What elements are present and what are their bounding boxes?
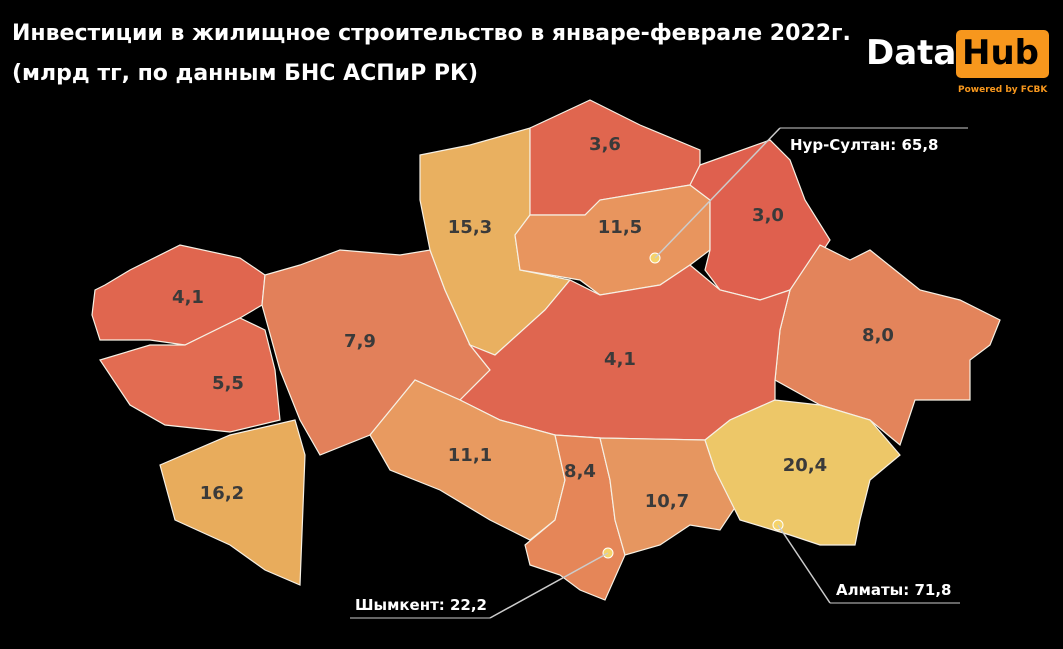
region — [99, 317, 281, 433]
callouts: Нур-Султан: 65,8 Шымкент: 22,2 Алматы: 7… — [350, 127, 968, 619]
region-label: 11,1 — [448, 445, 492, 466]
region — [159, 419, 306, 586]
callout-line — [489, 552, 609, 619]
region-label: 10,7 — [645, 491, 689, 512]
region-label: 3,6 — [589, 134, 621, 155]
region-label: 7,9 — [344, 331, 376, 352]
subtitle: (млрд тг, по данным БНС АСПиР РК) — [12, 61, 478, 86]
logo-powered: Powered by FCBK — [958, 85, 1048, 95]
city-label: Нур-Султан: 65,8 — [790, 136, 938, 154]
callout-line — [777, 524, 831, 604]
region-labels: 4,1 5,5 16,2 7,9 15,3 3,6 11,5 3,0 8,0 4… — [172, 134, 894, 512]
callout-line — [654, 127, 781, 259]
region — [704, 399, 901, 546]
region-label: 4,1 — [172, 287, 204, 308]
city-label: Алматы: 71,8 — [836, 581, 951, 599]
logo-hub: Hub — [962, 33, 1039, 73]
title: Инвестиции в жилищное строительство в ян… — [12, 21, 851, 46]
region — [774, 244, 1001, 447]
region-label: 8,0 — [862, 325, 894, 346]
region-label: 4,1 — [604, 349, 636, 370]
region-label: 11,5 — [598, 217, 642, 238]
region-label: 3,0 — [752, 205, 784, 226]
logo-box — [956, 30, 1049, 78]
city-label: Шымкент: 22,2 — [355, 596, 487, 614]
map — [91, 99, 1001, 601]
logo-data: Data — [866, 33, 956, 73]
region-label: 16,2 — [200, 483, 244, 504]
region-label: 5,5 — [212, 373, 244, 394]
region-label: 15,3 — [448, 217, 492, 238]
region-label: 20,4 — [783, 455, 827, 476]
region-label: 8,4 — [564, 461, 596, 482]
logo: Data Hub Powered by FCBK — [866, 30, 1049, 95]
